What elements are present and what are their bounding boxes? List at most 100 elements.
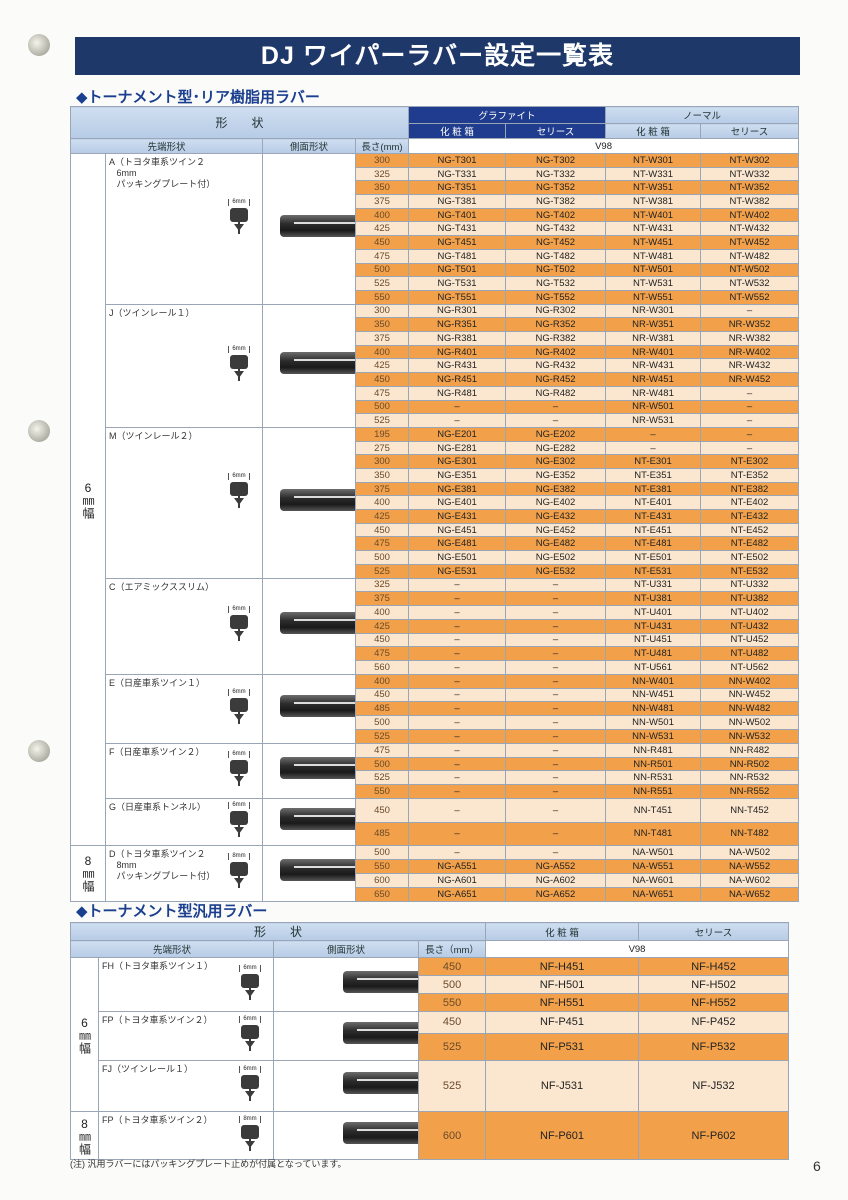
graphite-series-code: – [505,845,607,860]
tip-shape-cell: A（トヨタ車系ツイン２ 6mm パッキングプレート付） 6mm [105,153,263,305]
graphite-box-code: – [408,756,507,772]
box-code: NF-H501 [485,975,640,995]
normal-series-code: NT-W452 [700,235,800,250]
normal-series-code: NA-W552 [700,859,800,874]
graphite-box-code: NG-E351 [408,468,507,483]
tip-block [230,481,248,496]
tip-shape-label: D（トヨタ車系ツイン２ 8mm パッキングプレート付） [109,849,216,882]
length-cell: 525 [354,563,410,579]
normal-box-code: NR-W431 [605,358,702,374]
graphite-series-code: NG-E302 [505,454,607,470]
length-cell: 450 [354,687,410,703]
table-row: 525– – NR-W531– [71,413,800,428]
graphite-box-code: NG-E481 [408,536,507,552]
normal-series-code: NT-W432 [700,221,800,237]
graphite-box-code: NG-R481 [408,385,507,401]
tip-cross-section-icon: 6mm [228,199,250,234]
graphite-box-code: – [408,618,507,634]
graphite-box-code: NG-E201 [408,426,507,442]
length-cell: 525 [354,770,410,786]
length-cell: 600 [354,872,410,888]
table-row: 600 NG-A601 NG-A602 NA-W601 NA-W602 [71,872,800,888]
normal-header: ノーマル [605,106,800,124]
table-row: 450– – NT-U451 NT-U452 [71,632,800,648]
series-code: NF-H452 [638,956,790,977]
normal-box-code: NN-W401 [605,673,702,689]
table-row: 375– – NT-U381 NT-U382 [71,591,800,607]
table-row: 275 NG-E281 NG-E282– – [71,440,800,456]
side-shape-cell [262,577,356,675]
length-cell: 400 [354,207,410,223]
normal-box-code: NT-E351 [605,468,702,483]
tip-block [241,1075,259,1090]
length-cell: 450 [354,372,410,387]
graphite-series-code: – [505,632,607,648]
normal-series-code: NA-W652 [700,886,800,902]
graphite-series-code: NG-E352 [505,468,607,483]
graphite-series-code: NG-E482 [505,536,607,552]
graphite-box-code: – [408,701,507,717]
normal-series-code: NT-E432 [700,509,800,524]
length-cell: 300 [354,303,410,319]
tip-shape-cell: J（ツインレール１） 6mm [105,303,263,428]
graphite-series-code: NG-R382 [505,331,607,346]
wiper-blade-side-icon [280,808,355,831]
graphite-series-code: NG-E282 [505,440,607,456]
tip-width-label: 6mm [239,1066,261,1074]
normal-box-code: NT-E481 [605,536,702,552]
side-shape-cell [262,303,356,428]
length-cell: 485 [354,821,410,847]
side-shape-cell [262,845,356,902]
tip-width-label: 6mm [228,688,250,696]
tip-block [230,697,248,712]
length-cell: 650 [354,886,410,902]
graphite-series-code: NG-R302 [505,303,607,319]
series-code: NF-H552 [638,993,790,1013]
graphite-series-code: – [505,605,607,620]
graphite-box-code: – [408,646,507,661]
normal-box-code: NT-W381 [605,194,702,209]
graphite-box-code: – [408,728,507,744]
graphite-series-code: – [505,756,607,772]
tip-cross-section-icon: 6mm [239,964,261,1000]
normal-box-code: NT-W481 [605,248,702,264]
normal-series-code: NN-R552 [700,784,800,800]
wiper-blade-side-icon [343,1022,418,1045]
graphite-series-code: – [505,715,607,730]
page-title: DJ ワイパーラバー設定一覧表 [75,37,800,75]
tip-shape-cell: C（エアミックススリム） 6mm [105,577,263,675]
normal-box-code: NR-W401 [605,344,702,360]
normal-box-code: NT-E401 [605,495,702,511]
series-code: NF-P602 [638,1111,790,1161]
binder-hole [28,740,50,762]
graphite-box-code: – [408,577,507,593]
table-row: 550 NG-T551 NG-T552 NT-W551 NT-W552 [71,289,800,305]
graphite-box-code: – [408,673,507,689]
table-row: 525 NF-P531 NF-P532 [71,1032,790,1062]
tip-block [230,862,248,877]
graphite-box-code: – [408,659,507,675]
side-shape-cell [262,426,356,579]
length-cell: 475 [354,248,410,264]
wiper-blade-side-icon [280,859,355,882]
graphite-series-code: NG-E432 [505,509,607,524]
length-cell: 485 [354,701,410,717]
length-cell: 450 [354,798,410,823]
length-cell: 500 [417,975,487,995]
normal-box-code: NT-W501 [605,262,702,278]
side-shape-header: 側面形状 [273,940,419,958]
wiper-blade-side-icon [343,1121,418,1144]
tip-stem [234,773,244,786]
normal-series-code: NN-R502 [700,756,800,772]
width-group-label: 6㎜幅 [70,152,106,847]
graphite-box-code: NG-E281 [408,440,507,456]
graphite-series-code: NG-E502 [505,550,607,565]
normal-series-code: NT-W382 [700,194,800,209]
tip-shape-cell: F（日産車系ツイン２） 6mm [105,742,263,800]
normal-box-code: NT-U451 [605,632,702,648]
length-cell: 450 [354,632,410,648]
table-row: 425 NG-E431 NG-E432 NT-E431 NT-E432 [71,509,800,524]
normal-series-code: – [700,426,800,442]
tip-stem [234,825,244,838]
tip-shape-label: A（トヨタ車系ツイン２ 6mm パッキングプレート付） [109,157,216,189]
